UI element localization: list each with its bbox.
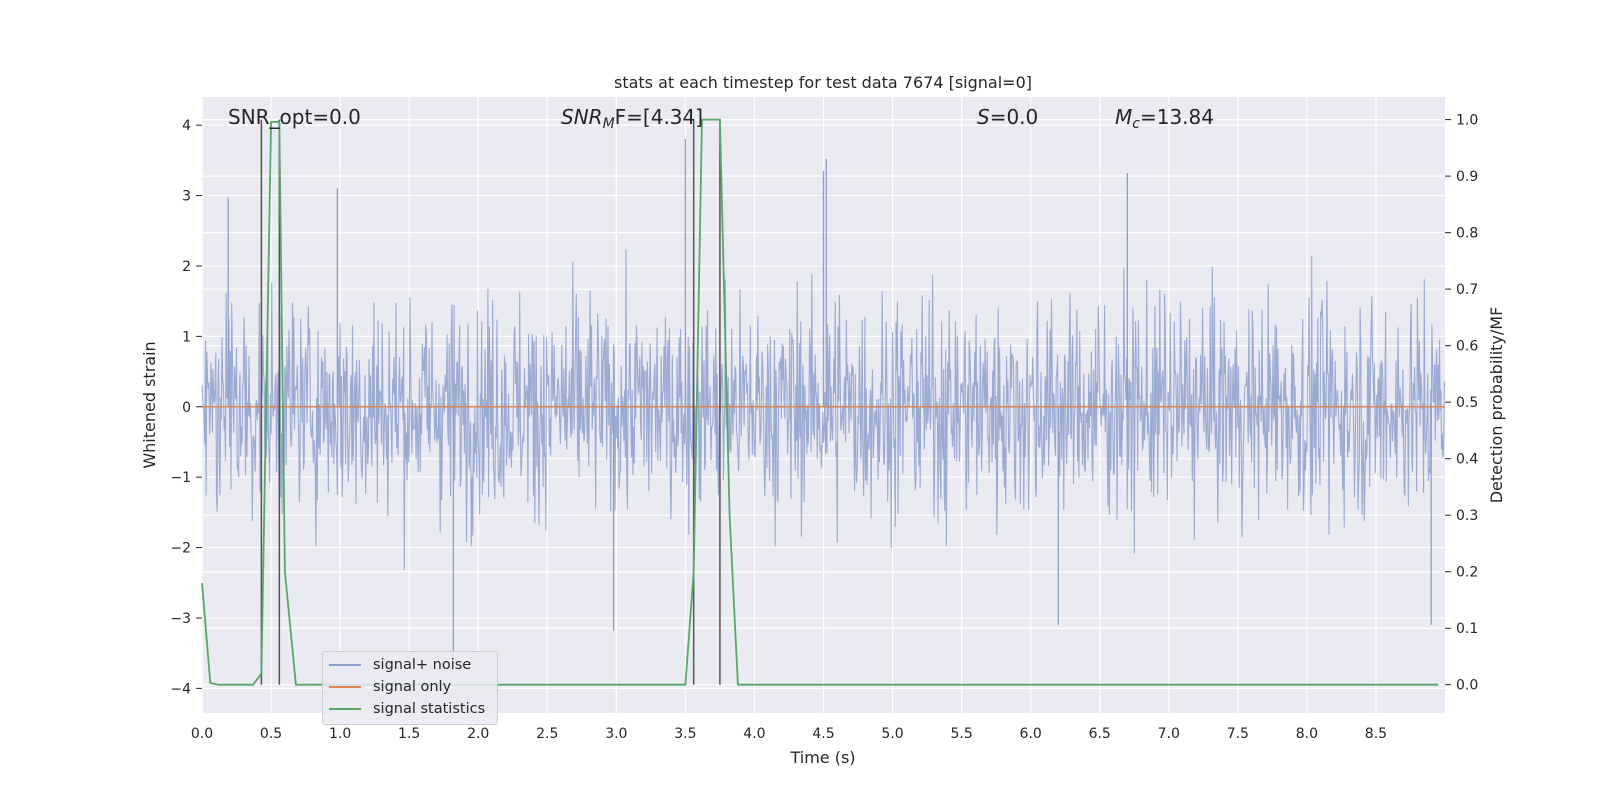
- annotation-mc: Mc=13.84: [1115, 105, 1214, 132]
- legend-swatch-signal-statistics: [329, 708, 361, 710]
- annotation-snr-mf-sub: M: [603, 116, 615, 132]
- x-tick-label: 4.0: [743, 726, 765, 742]
- x-tick-label: 1.5: [398, 726, 420, 742]
- legend-swatch-signal-noise: [329, 664, 361, 666]
- y-tick-label-left: 0: [182, 400, 191, 416]
- x-tick-label: 7.0: [1158, 726, 1180, 742]
- y-tick-label-right: 0.7: [1456, 282, 1478, 298]
- y-tick-label-right: 0.4: [1456, 452, 1478, 468]
- annotation-mc-rest: =13.84: [1140, 105, 1214, 129]
- x-tick-label: 8.0: [1296, 726, 1318, 742]
- y-axis-label-right: Detection probability/MF: [1487, 307, 1506, 504]
- y-tick-label-right: 0.0: [1456, 678, 1478, 694]
- x-tick-label: 2.5: [536, 726, 558, 742]
- x-tick-label: 1.0: [329, 726, 351, 742]
- x-tick-label: 5.0: [881, 726, 903, 742]
- annotation-s: S=0.0: [977, 105, 1038, 129]
- annotation-mc-main: M: [1115, 105, 1132, 129]
- y-axis-label-left: Whitened strain: [140, 341, 159, 468]
- y-tick-label-left: −4: [170, 681, 191, 697]
- annotation-s-rest: =0.0: [990, 105, 1039, 129]
- y-tick-label-right: 0.9: [1456, 169, 1478, 185]
- tick-labels: 0.0 0.5 1.0 1.5 2.0 2.5 3.0 3.5 4.0 4.5 5.0 5.5 6.0 6…: [170, 113, 1478, 742]
- y-tick-label-right: 0.3: [1456, 508, 1478, 524]
- y-tick-label-left: −2: [170, 541, 191, 557]
- y-tick-label-right: 0.1: [1456, 621, 1478, 637]
- legend-swatch-signal-only: [329, 686, 361, 688]
- annotation-snr-mf-main: SNR: [561, 105, 603, 129]
- legend-label-signal-noise: signal+ noise: [373, 657, 472, 673]
- x-tick-label: 6.5: [1089, 726, 1111, 742]
- x-tick-label: 4.5: [812, 726, 834, 742]
- y-tick-label-left: 1: [182, 329, 191, 345]
- legend-label-signal-only: signal only: [373, 679, 452, 695]
- y-tick-label-right: 0.2: [1456, 565, 1478, 581]
- legend-label-signal-statistics: signal statistics: [373, 701, 486, 717]
- x-tick-label: 2.0: [467, 726, 489, 742]
- x-tick-label: 0.0: [191, 726, 213, 742]
- y-tick-label-left: 4: [182, 118, 191, 134]
- x-tick-label: 7.5: [1227, 726, 1249, 742]
- y-tick-label-right: 1.0: [1456, 113, 1478, 129]
- legend-item-signal-noise: signal+ noise: [329, 655, 471, 675]
- series-signal-noise: [201, 139, 1446, 661]
- annotation-snr-opt: SNR_opt=0.0: [228, 105, 361, 129]
- x-tick-label: 5.5: [950, 726, 972, 742]
- legend-item-signal-statistics: signal statistics: [329, 699, 485, 719]
- legend: signal+ noise signal only signal statist…: [322, 651, 498, 725]
- x-axis-label: Time (s): [789, 748, 855, 767]
- annotation-snr-mf: SNRMF=[4.34]: [561, 105, 703, 132]
- y-tick-label-left: −1: [170, 470, 191, 486]
- y-tick-label-right: 0.6: [1456, 339, 1478, 355]
- y-tick-label-left: 2: [182, 259, 191, 275]
- x-tick-label: 3.0: [605, 726, 627, 742]
- chart-title: stats at each timestep for test data 767…: [614, 73, 1032, 92]
- annotation-snr-mf-rest: F=[4.34]: [615, 105, 703, 129]
- x-tick-label: 6.0: [1020, 726, 1042, 742]
- annotation-mc-sub: c: [1132, 116, 1140, 132]
- y-tick-label-right: 0.5: [1456, 395, 1478, 411]
- y-tick-label-left: 3: [182, 189, 191, 205]
- y-tick-label-left: −3: [170, 611, 191, 627]
- x-tick-label: 3.5: [674, 726, 696, 742]
- annotation-s-main: S: [977, 105, 990, 129]
- x-tick-label: 8.5: [1365, 726, 1387, 742]
- legend-item-signal-only: signal only: [329, 677, 451, 697]
- x-tick-label: 0.5: [260, 726, 282, 742]
- signal-noise-trace: [201, 249, 1446, 570]
- signal-statistics-line: [201, 118, 1439, 686]
- y-tick-label-right: 0.8: [1456, 226, 1478, 242]
- series-lines: [201, 118, 1445, 686]
